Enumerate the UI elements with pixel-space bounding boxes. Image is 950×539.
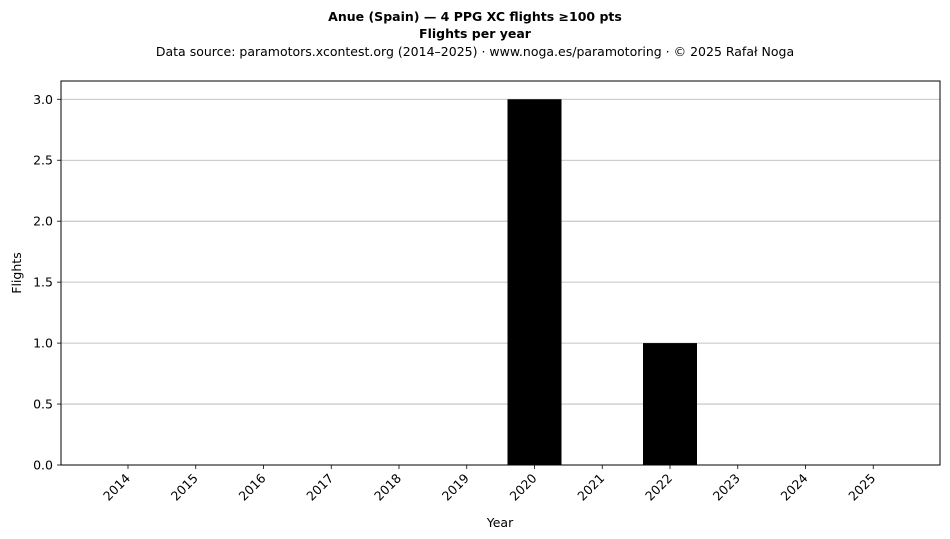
x-tick-label: 2017 (303, 471, 336, 504)
x-tick-label: 2014 (100, 470, 133, 503)
y-axis-ticks: 0.0 0.5 1.0 1.5 2.0 2.5 3.0 (33, 92, 61, 473)
bar-2022 (643, 343, 697, 465)
x-tick-label: 2023 (710, 471, 743, 504)
x-tick-label: 2021 (574, 471, 607, 504)
x-tick-label: 2022 (642, 471, 675, 504)
x-tick-label: 2016 (236, 470, 269, 503)
x-tick-label: 2018 (371, 470, 404, 503)
chart-title: Anue (Spain) — 4 PPG XC flights ≥100 pts (328, 9, 622, 24)
x-axis-ticks: 2014 2015 2016 2017 2018 2019 2020 2021 2022 2023… (100, 465, 878, 504)
x-axis-label: Year (486, 515, 514, 530)
grid-lines (61, 98, 940, 405)
plot-area-frame (60, 80, 941, 466)
y-tick-label: 1.0 (33, 336, 53, 351)
y-tick-label: 0.5 (33, 397, 53, 412)
x-tick-label: 2015 (168, 471, 201, 504)
y-tick-label: 3.0 (33, 92, 53, 107)
y-tick-label: 2.0 (33, 214, 53, 229)
y-tick-label: 2.5 (33, 153, 53, 168)
y-tick-label: 1.5 (33, 275, 53, 290)
x-tick-label: 2024 (778, 470, 811, 503)
y-tick-label: 0.0 (33, 458, 53, 473)
x-tick-label: 2025 (845, 471, 878, 504)
x-tick-label: 2020 (507, 470, 540, 503)
x-tick-label: 2019 (439, 470, 472, 503)
y-axis-label: Flights (9, 252, 24, 293)
chart-subtitle: Flights per year (419, 26, 532, 41)
bars (507, 99, 697, 466)
chart-source-note: Data source: paramotors.xcontest.org (20… (156, 44, 794, 59)
bar-2020 (507, 99, 562, 466)
